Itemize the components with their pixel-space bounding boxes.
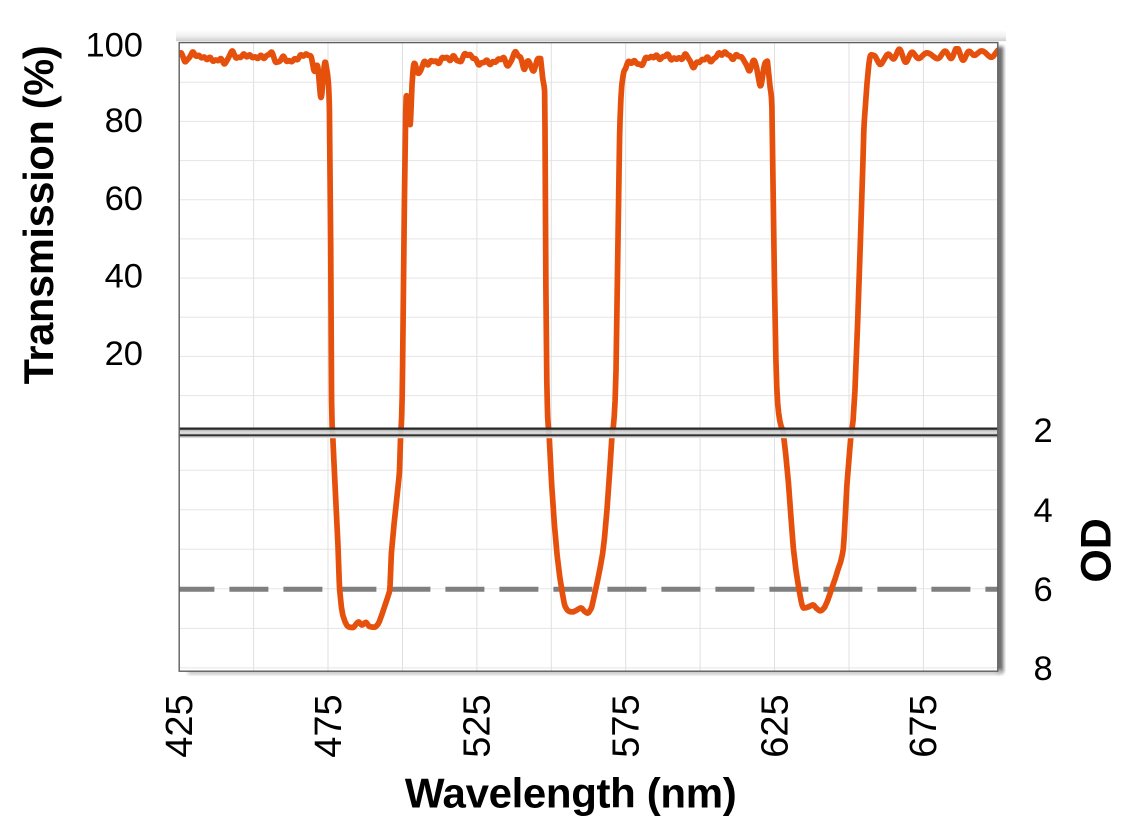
svg-text:475: 475 bbox=[308, 694, 350, 757]
svg-text:525: 525 bbox=[457, 694, 499, 757]
svg-text:60: 60 bbox=[105, 180, 143, 218]
svg-text:100: 100 bbox=[85, 27, 143, 65]
svg-text:575: 575 bbox=[605, 694, 647, 757]
svg-text:20: 20 bbox=[105, 335, 143, 373]
svg-text:Transmission (%): Transmission (%) bbox=[15, 46, 62, 385]
svg-text:8: 8 bbox=[1034, 650, 1053, 688]
svg-text:Wavelength (nm): Wavelength (nm) bbox=[405, 770, 737, 817]
svg-text:80: 80 bbox=[105, 102, 143, 140]
svg-text:OD: OD bbox=[1073, 518, 1121, 583]
svg-text:675: 675 bbox=[903, 694, 945, 757]
svg-text:2: 2 bbox=[1034, 412, 1053, 450]
svg-text:40: 40 bbox=[105, 257, 143, 295]
svg-text:425: 425 bbox=[159, 694, 201, 757]
svg-text:4: 4 bbox=[1034, 492, 1053, 530]
svg-text:625: 625 bbox=[754, 694, 796, 757]
svg-text:6: 6 bbox=[1034, 571, 1053, 609]
